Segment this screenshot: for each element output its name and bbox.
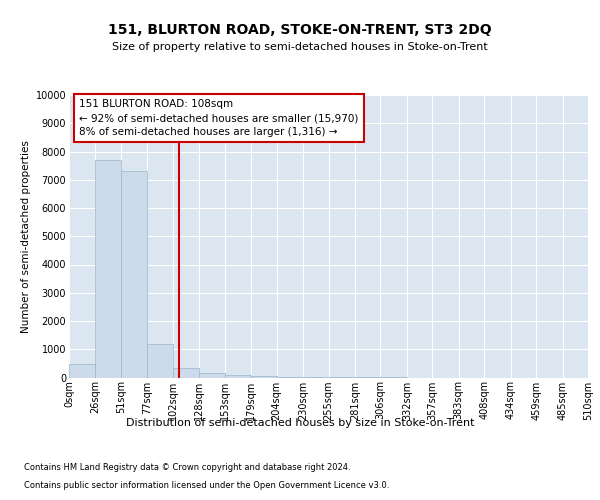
Bar (277, 376, 303, 378)
Bar (148, 344, 173, 378)
Text: Distribution of semi-detached houses by size in Stoke-on-Trent: Distribution of semi-detached houses by … (126, 418, 474, 428)
Bar (199, 374, 224, 378)
Y-axis label: Number of semi-detached properties: Number of semi-detached properties (22, 140, 31, 332)
Bar (95, 160, 121, 378)
Text: Contains public sector information licensed under the Open Government Licence v3: Contains public sector information licen… (24, 480, 389, 490)
Bar (173, 368, 199, 378)
Bar (69, 364, 95, 378)
Text: 151, BLURTON ROAD, STOKE-ON-TRENT, ST3 2DQ: 151, BLURTON ROAD, STOKE-ON-TRENT, ST3 2… (108, 22, 492, 36)
Text: Size of property relative to semi-detached houses in Stoke-on-Trent: Size of property relative to semi-detach… (112, 42, 488, 52)
Text: Contains HM Land Registry data © Crown copyright and database right 2024.: Contains HM Land Registry data © Crown c… (24, 463, 350, 472)
Bar (121, 172, 148, 378)
Bar (224, 374, 251, 378)
Text: 151 BLURTON ROAD: 108sqm
← 92% of semi-detached houses are smaller (15,970)
8% o: 151 BLURTON ROAD: 108sqm ← 92% of semi-d… (79, 99, 359, 137)
Bar (251, 376, 277, 378)
